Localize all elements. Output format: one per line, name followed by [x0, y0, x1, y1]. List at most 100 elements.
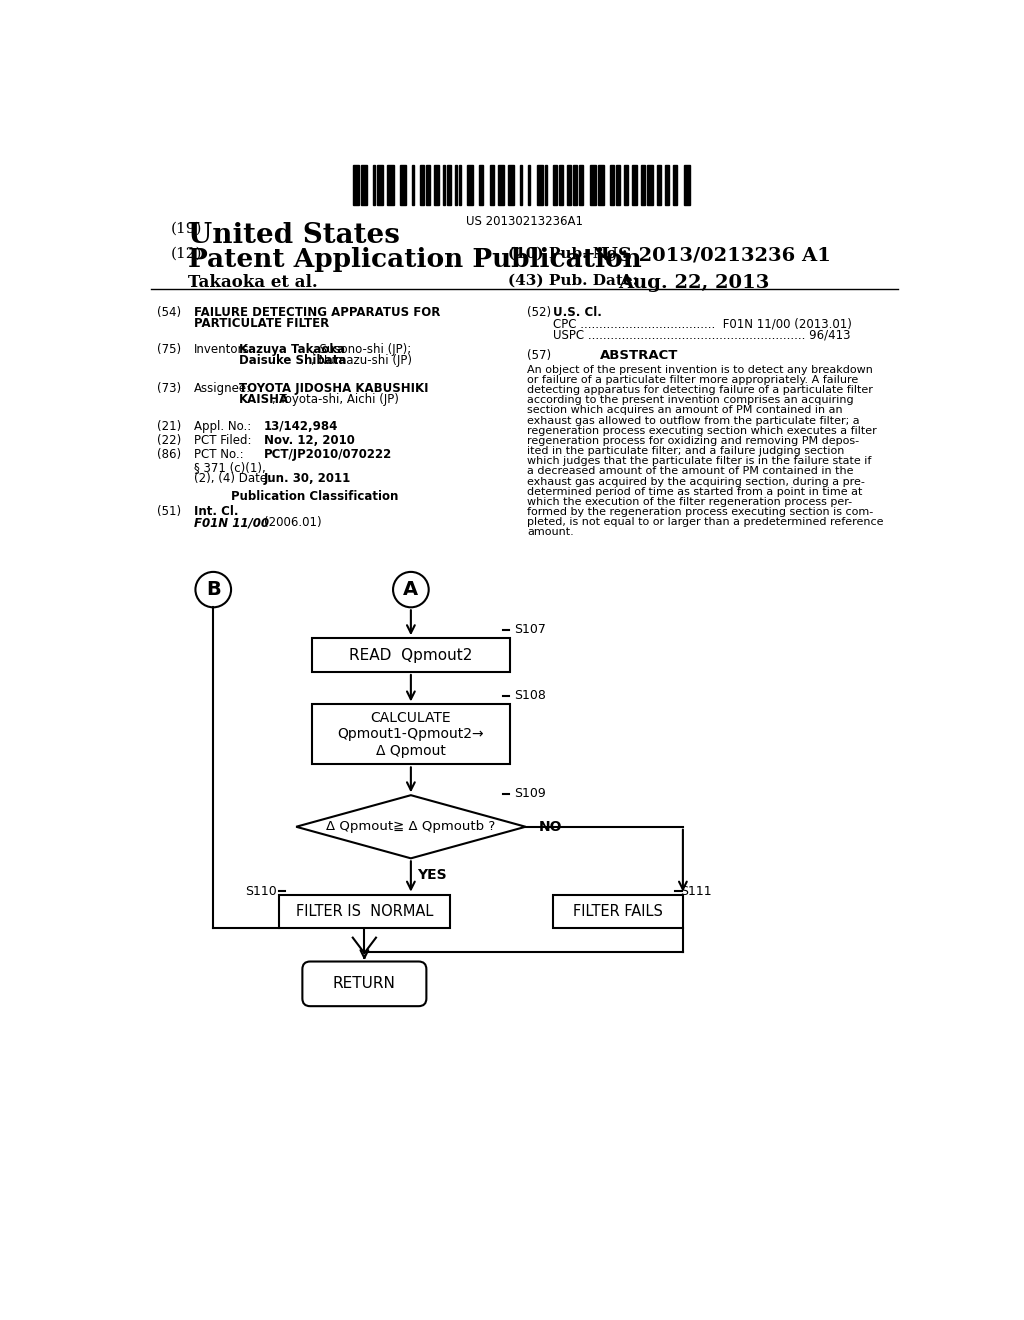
Text: (75): (75): [158, 343, 181, 356]
Text: regeneration process for oxidizing and removing PM depos-: regeneration process for oxidizing and r…: [527, 436, 859, 446]
Text: (52): (52): [527, 306, 551, 319]
Text: An object of the present invention is to detect any breakdown: An object of the present invention is to…: [527, 364, 873, 375]
FancyBboxPatch shape: [302, 961, 426, 1006]
Text: Nov. 12, 2010: Nov. 12, 2010: [263, 434, 354, 447]
Text: Publication Classification: Publication Classification: [231, 490, 398, 503]
Bar: [666, 165, 670, 205]
Bar: [573, 165, 578, 205]
Text: S110: S110: [245, 884, 276, 898]
Text: CALCULATE
Qpmout1-Qpmout2→
Δ Qpmout: CALCULATE Qpmout1-Qpmout2→ Δ Qpmout: [338, 711, 484, 758]
Text: Takaoka et al.: Takaoka et al.: [188, 275, 318, 290]
Bar: [280, 895, 450, 928]
Text: (51): (51): [158, 506, 181, 517]
Text: (21): (21): [158, 420, 181, 433]
Text: according to the present invention comprises an acquiring: according to the present invention compr…: [527, 395, 854, 405]
Text: (12): (12): [171, 247, 202, 261]
Bar: [657, 165, 662, 205]
Text: (2006.01): (2006.01): [263, 516, 322, 529]
Bar: [455, 165, 457, 205]
Text: (22): (22): [158, 434, 181, 447]
Bar: [420, 165, 424, 205]
Text: 13/142,984: 13/142,984: [263, 420, 338, 433]
Text: (2), (4) Date:: (2), (4) Date:: [194, 471, 271, 484]
Bar: [467, 165, 473, 205]
Bar: [498, 165, 504, 205]
Text: (19): (19): [171, 222, 202, 235]
Text: S108: S108: [514, 689, 546, 702]
Text: Δ Qpmout≧ Δ Qpmoutb ?: Δ Qpmout≧ Δ Qpmoutb ?: [327, 820, 496, 833]
Text: Jun. 30, 2011: Jun. 30, 2011: [263, 471, 351, 484]
Text: United States: United States: [188, 222, 400, 248]
Bar: [537, 165, 543, 205]
Text: PCT Filed:: PCT Filed:: [194, 434, 251, 447]
Bar: [459, 165, 461, 205]
Text: a decreased amount of the amount of PM contained in the: a decreased amount of the amount of PM c…: [527, 466, 854, 477]
Bar: [426, 165, 430, 205]
Text: PARTICULATE FILTER: PARTICULATE FILTER: [194, 317, 329, 330]
Bar: [616, 165, 621, 205]
Bar: [312, 705, 510, 764]
Bar: [377, 165, 383, 205]
Text: PCT No.:: PCT No.:: [194, 447, 244, 461]
Text: FAILURE DETECTING APPARATUS FOR: FAILURE DETECTING APPARATUS FOR: [194, 306, 440, 319]
Text: Kazuya Takaoka: Kazuya Takaoka: [239, 343, 345, 356]
Text: section which acquires an amount of PM contained in an: section which acquires an amount of PM c…: [527, 405, 843, 416]
Text: pleted, is not equal to or larger than a predetermined reference: pleted, is not equal to or larger than a…: [527, 517, 884, 527]
Bar: [520, 165, 522, 205]
Text: PCT/JP2010/070222: PCT/JP2010/070222: [263, 447, 392, 461]
Text: (54): (54): [158, 306, 181, 319]
Text: (73): (73): [158, 381, 181, 395]
Text: NO: NO: [539, 820, 562, 834]
Text: FILTER IS  NORMAL: FILTER IS NORMAL: [296, 904, 433, 919]
Text: exhaust gas allowed to outflow from the particulate filter; a: exhaust gas allowed to outflow from the …: [527, 416, 860, 425]
Bar: [434, 165, 438, 205]
Text: Daisuke Shibata: Daisuke Shibata: [239, 354, 346, 367]
Bar: [528, 165, 530, 205]
Text: amount.: amount.: [527, 528, 573, 537]
Text: detecting apparatus for detecting failure of a particulate filter: detecting apparatus for detecting failur…: [527, 385, 873, 395]
Text: exhaust gas acquired by the acquiring section, during a pre-: exhaust gas acquired by the acquiring se…: [527, 477, 865, 487]
Text: ABSTRACT: ABSTRACT: [600, 350, 679, 363]
Text: , Numazu-shi (JP): , Numazu-shi (JP): [311, 354, 412, 367]
Bar: [545, 165, 547, 205]
Bar: [489, 165, 494, 205]
Text: US 20130213236A1: US 20130213236A1: [466, 215, 584, 228]
Text: Assignee:: Assignee:: [194, 381, 251, 395]
Bar: [446, 165, 451, 205]
Bar: [598, 165, 604, 205]
Text: Inventors:: Inventors:: [194, 343, 254, 356]
Text: S107: S107: [514, 623, 546, 636]
Bar: [580, 165, 584, 205]
Text: U.S. Cl.: U.S. Cl.: [553, 306, 601, 319]
Bar: [442, 165, 444, 205]
Bar: [479, 165, 483, 205]
Text: , Toyota-shi, Aichi (JP): , Toyota-shi, Aichi (JP): [272, 393, 399, 405]
Bar: [508, 165, 514, 205]
Text: S111: S111: [680, 884, 712, 898]
Text: S109: S109: [514, 787, 546, 800]
Bar: [641, 165, 645, 205]
Text: which the execution of the filter regeneration process per-: which the execution of the filter regene…: [527, 496, 852, 507]
Text: (86): (86): [158, 447, 181, 461]
Bar: [625, 165, 629, 205]
Bar: [352, 165, 358, 205]
Text: Aug. 22, 2013: Aug. 22, 2013: [617, 275, 769, 292]
Bar: [399, 165, 406, 205]
Bar: [674, 165, 678, 205]
Bar: [553, 165, 557, 205]
Bar: [633, 165, 637, 205]
Text: TOYOTA JIDOSHA KABUSHIKI: TOYOTA JIDOSHA KABUSHIKI: [239, 381, 428, 395]
Text: Patent Application Publication: Patent Application Publication: [188, 247, 642, 272]
Text: YES: YES: [417, 867, 446, 882]
Bar: [553, 895, 683, 928]
Text: A: A: [403, 579, 419, 599]
Text: (57): (57): [527, 350, 551, 363]
Text: US 2013/0213236 A1: US 2013/0213236 A1: [601, 247, 830, 265]
Text: determined period of time as started from a point in time at: determined period of time as started fro…: [527, 487, 862, 496]
Text: which judges that the particulate filter is in the failure state if: which judges that the particulate filter…: [527, 457, 871, 466]
Text: FILTER FAILS: FILTER FAILS: [572, 904, 663, 919]
Bar: [412, 165, 414, 205]
Bar: [373, 165, 375, 205]
Text: READ  Qpmout2: READ Qpmout2: [349, 648, 472, 663]
Bar: [590, 165, 596, 205]
